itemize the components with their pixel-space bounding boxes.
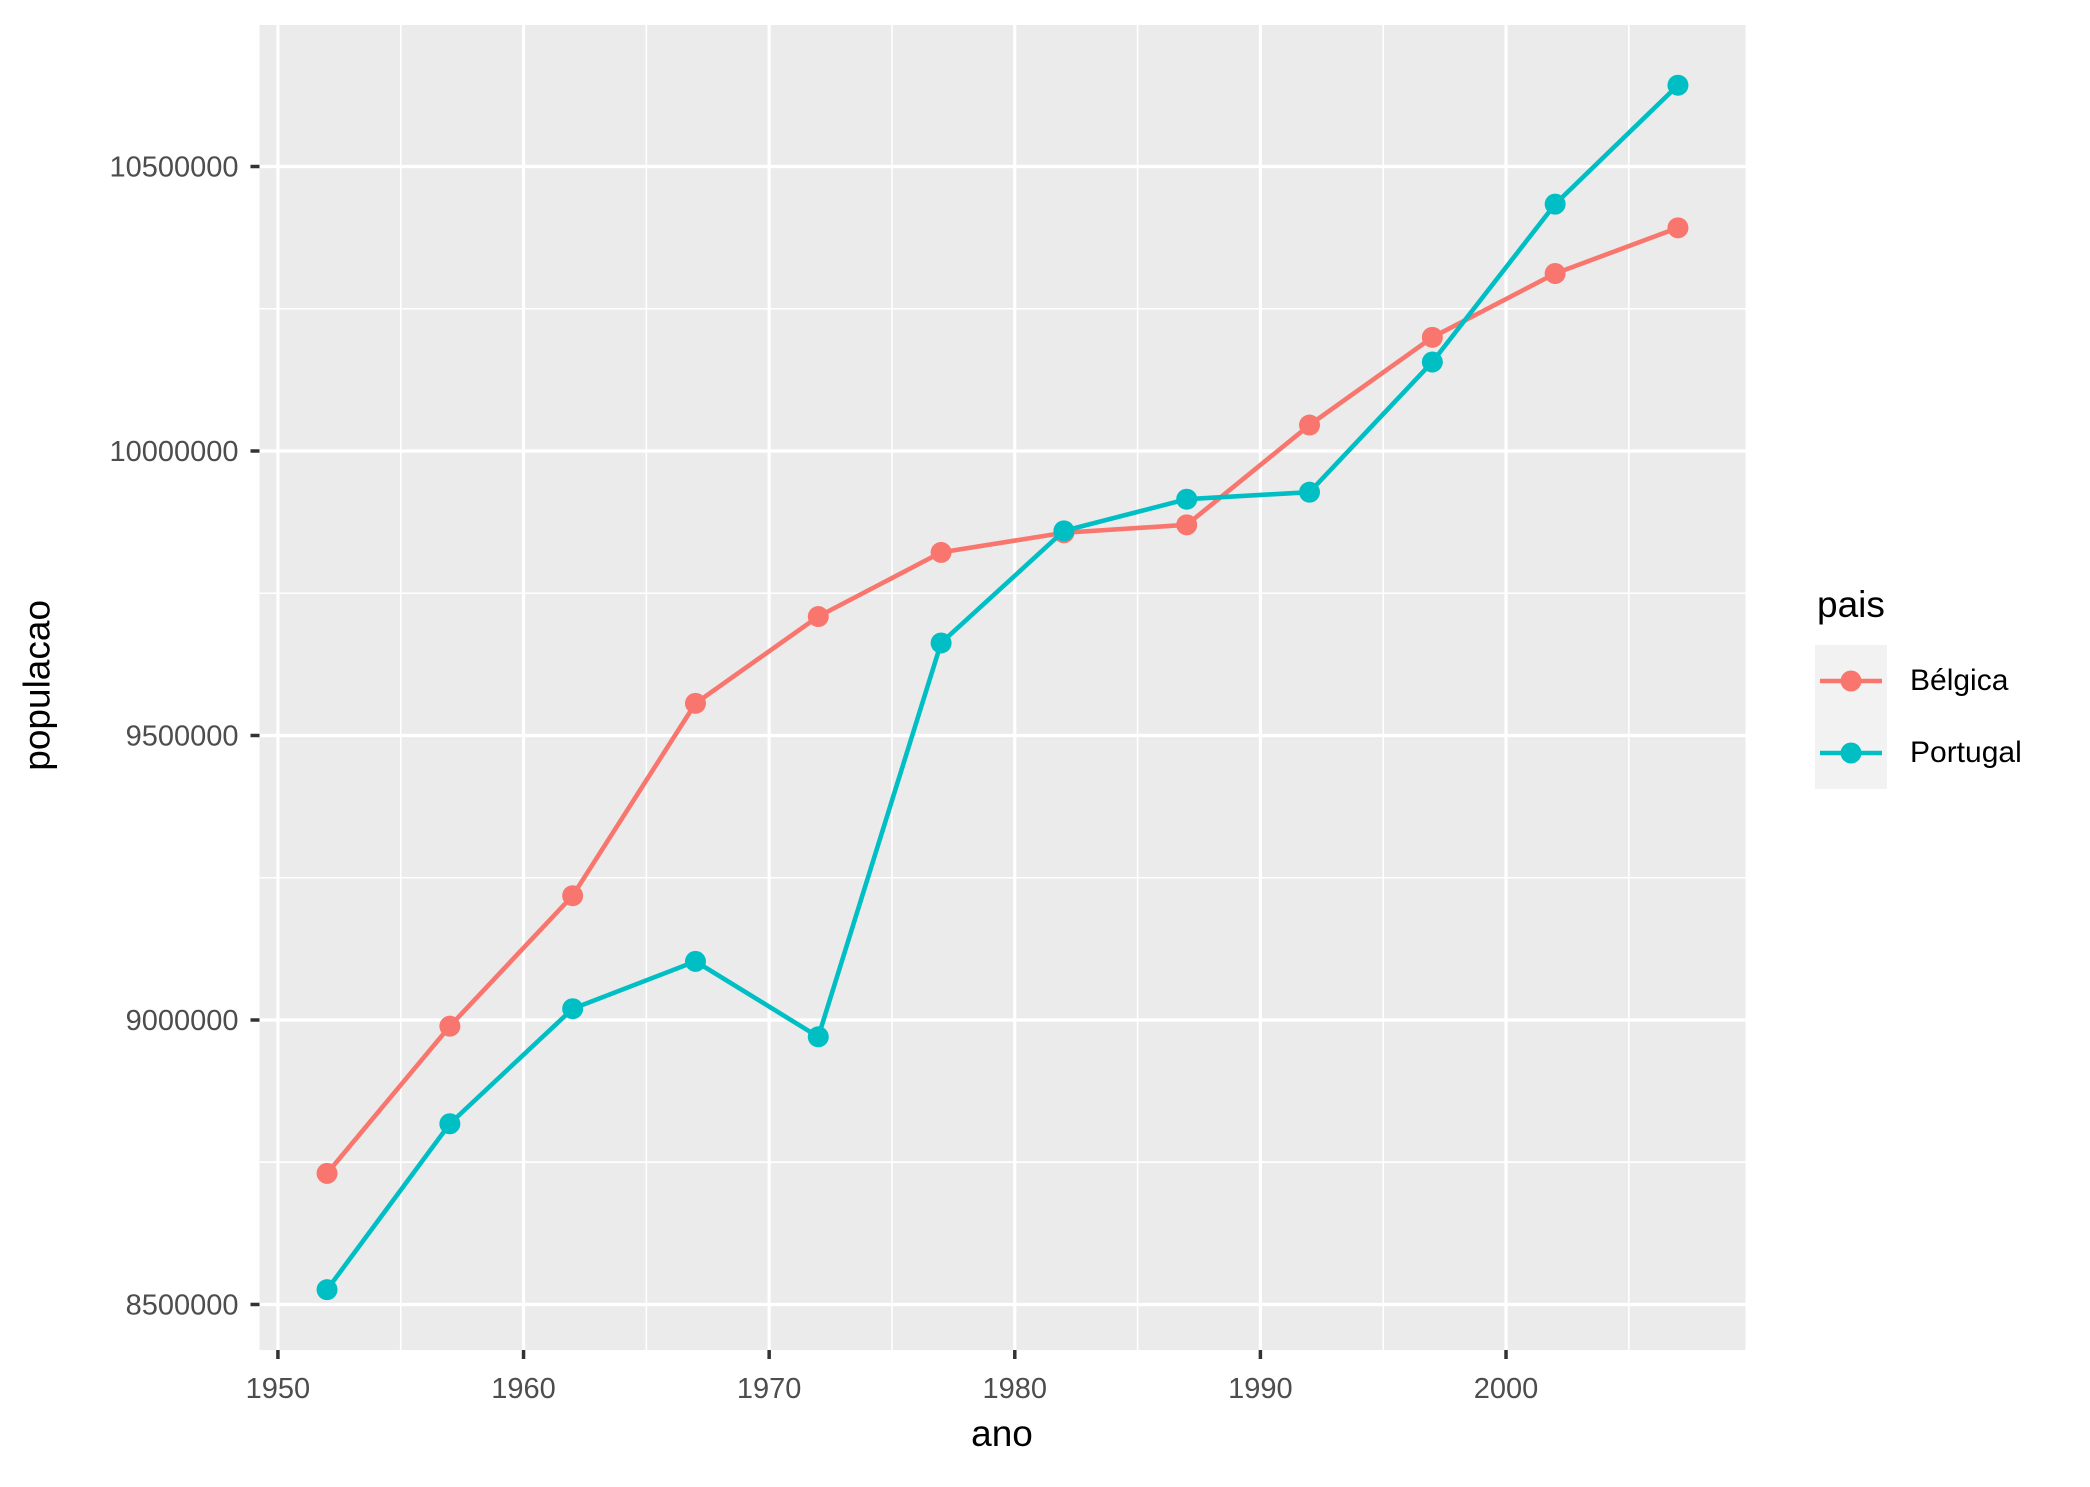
series-bélgica: [316, 217, 1689, 1184]
legend-items: Bélgica Portugal: [1815, 645, 2022, 790]
data-point: [807, 606, 829, 628]
grid-major: [259, 25, 1746, 1350]
svg-text:8500000: 8500000: [126, 1289, 239, 1321]
data-point: [1299, 414, 1321, 436]
data-point: [1544, 193, 1566, 215]
svg-text:2000: 2000: [1474, 1373, 1539, 1405]
x-axis-title: ano: [971, 1413, 1033, 1454]
data-point: [684, 692, 706, 714]
data-point: [1667, 74, 1689, 96]
data-point: [316, 1279, 338, 1301]
svg-text:1980: 1980: [983, 1373, 1048, 1405]
legend-title: pais: [1817, 584, 1885, 625]
legend-label: Portugal: [1910, 736, 2022, 770]
data-point: [1176, 488, 1198, 510]
data-point: [562, 998, 584, 1020]
x-axis-tick-labels: 1950 1960 1970 1980 1990 2000: [246, 1373, 1539, 1405]
series-line: [325, 225, 1679, 1175]
legend-key-swatch: [1815, 645, 1887, 718]
data-point: [316, 1162, 338, 1184]
data-point: [1421, 351, 1443, 373]
data-point: [807, 1026, 829, 1048]
data-point: [684, 950, 706, 972]
data-point: [1176, 514, 1198, 536]
data-point: [1053, 520, 1075, 542]
data-point: [439, 1015, 461, 1037]
data-point: [1667, 217, 1689, 239]
axis-ticks: [250, 164, 1508, 1359]
svg-text:1960: 1960: [491, 1373, 556, 1405]
data-point: [1421, 326, 1443, 348]
legend-label: Bélgica: [1910, 664, 2009, 698]
svg-text:1950: 1950: [246, 1373, 311, 1405]
series-line: [325, 83, 1680, 1292]
y-axis-tick-labels: 8500000 9000000 9500000 10000000 10500000: [109, 152, 238, 1322]
legend: pais Bélgica Portugal: [1815, 583, 2022, 790]
data-point: [930, 632, 952, 654]
panel-background: [259, 25, 1746, 1350]
svg-text:1970: 1970: [737, 1373, 802, 1405]
svg-text:10500000: 10500000: [109, 152, 238, 184]
series-portugal: [316, 74, 1689, 1301]
legend-item-portugal: Portugal: [1815, 717, 2022, 790]
data-point: [562, 885, 584, 907]
svg-text:10000000: 10000000: [109, 436, 238, 468]
data-point: [1299, 481, 1321, 503]
svg-text:1990: 1990: [1228, 1373, 1293, 1405]
data-point: [439, 1113, 461, 1135]
y-axis-title: populacao: [16, 599, 58, 771]
legend-key-swatch: [1815, 717, 1887, 790]
svg-text:9000000: 9000000: [126, 1005, 239, 1037]
legend-item-bélgica: Bélgica: [1815, 645, 2022, 718]
data-point: [930, 541, 952, 563]
svg-text:9500000: 9500000: [126, 720, 239, 752]
data-point: [1544, 262, 1566, 284]
